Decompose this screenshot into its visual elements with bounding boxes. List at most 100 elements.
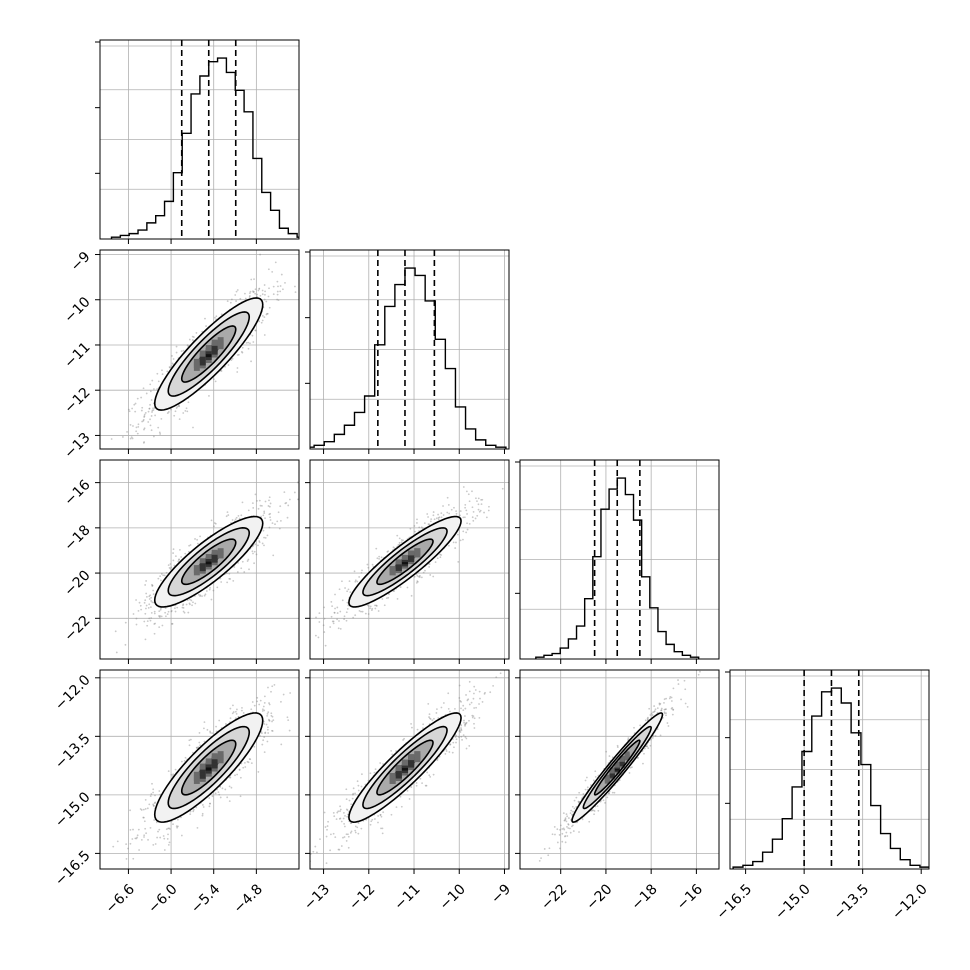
density-cell <box>217 751 224 758</box>
scatter-point <box>183 759 186 762</box>
scatter-point <box>204 317 206 320</box>
scatter-point <box>264 517 266 520</box>
scatter-point <box>137 828 140 831</box>
scatter-point <box>479 509 482 512</box>
scatter-point <box>267 295 270 298</box>
scatter-point <box>272 554 275 557</box>
scatter-point <box>146 807 149 810</box>
scatter-point <box>300 678 302 680</box>
scatter-point <box>96 888 98 890</box>
scatter-point <box>276 298 279 301</box>
scatter-point <box>259 294 262 297</box>
scatter-point <box>323 617 326 620</box>
scatter-point <box>272 719 275 721</box>
scatter-point <box>224 365 226 368</box>
scatter-point <box>349 591 352 594</box>
scatter-point <box>184 409 187 412</box>
scatter-point <box>408 798 411 800</box>
scatter-point <box>271 730 274 732</box>
scatter-point <box>462 530 465 533</box>
scatter-point <box>331 620 334 623</box>
scatter-point <box>174 610 177 613</box>
scatter-point <box>254 493 257 496</box>
scatter-point <box>378 557 381 560</box>
scatter-point <box>257 771 260 773</box>
density-cell <box>193 358 200 366</box>
density-cell <box>199 568 206 574</box>
scatter-point <box>348 580 351 583</box>
scatter-point <box>226 796 229 799</box>
scatter-point <box>195 746 198 749</box>
scatter-point <box>400 539 403 541</box>
scatter-point <box>176 405 179 408</box>
scatter-point <box>339 627 342 630</box>
scatter-point <box>280 700 282 703</box>
scatter-point <box>428 717 431 720</box>
scatter-point <box>263 510 266 513</box>
scatter-point <box>82 460 84 462</box>
scatter-point <box>465 531 468 534</box>
scatter-point <box>237 353 240 356</box>
scatter-point <box>151 583 153 586</box>
scatter-point <box>360 610 362 613</box>
scatter-point <box>142 419 145 422</box>
scatter-point <box>156 388 159 390</box>
scatter-point <box>264 290 266 293</box>
scatter-point <box>354 580 357 583</box>
density-cell <box>199 566 206 572</box>
scatter-point <box>230 359 233 361</box>
scatter-point <box>236 354 239 356</box>
scatter-point <box>191 604 193 607</box>
panel-frame <box>309 459 510 660</box>
scatter-point <box>286 716 289 719</box>
scatter-point <box>229 578 232 580</box>
scatter-point <box>269 512 272 515</box>
scatter-point <box>480 499 482 501</box>
scatter-point <box>210 598 213 601</box>
scatter-point <box>485 516 488 519</box>
scatter-point <box>254 329 257 332</box>
scatter-point <box>416 574 419 577</box>
scatter-point <box>231 357 234 360</box>
scatter-point <box>211 732 214 735</box>
scatter-point <box>261 319 264 322</box>
scatter-point <box>135 426 138 429</box>
scatter-point <box>261 293 264 296</box>
scatter-point <box>250 278 253 281</box>
scatter-point <box>474 689 477 691</box>
scatter-point <box>167 770 170 773</box>
scatter-point <box>263 751 266 753</box>
scatter-point <box>263 512 266 514</box>
scatter-point <box>170 566 173 569</box>
density-cell <box>414 548 421 554</box>
scatter-point <box>473 692 475 695</box>
scatter-point <box>250 708 253 711</box>
density-cell <box>217 550 224 556</box>
scatter-point <box>172 552 174 554</box>
scatter-point <box>156 836 159 839</box>
scatter-point <box>259 253 261 256</box>
scatter-point <box>152 791 155 794</box>
density-core <box>193 751 224 784</box>
scatter-point <box>218 719 221 722</box>
scatter-point <box>360 572 363 574</box>
scatter-point <box>280 743 283 746</box>
scatter-point <box>158 431 161 434</box>
scatter-point <box>251 701 254 703</box>
scatter-point <box>465 737 468 740</box>
scatter-point <box>428 523 431 526</box>
density-cell <box>211 759 218 766</box>
density-cell <box>395 559 402 565</box>
scatter-point <box>248 296 251 298</box>
scatter-point <box>338 848 341 851</box>
scatter-point <box>338 818 341 820</box>
scatter-point <box>175 407 178 409</box>
contour-line <box>153 515 264 608</box>
scatter-point <box>468 500 471 503</box>
scatter-panel-2-1 <box>305 459 510 664</box>
scatter-point <box>266 312 269 315</box>
scatter-point <box>202 806 205 808</box>
scatter-point <box>287 504 290 507</box>
scatter-point <box>201 804 204 806</box>
scatter-point <box>339 610 342 613</box>
